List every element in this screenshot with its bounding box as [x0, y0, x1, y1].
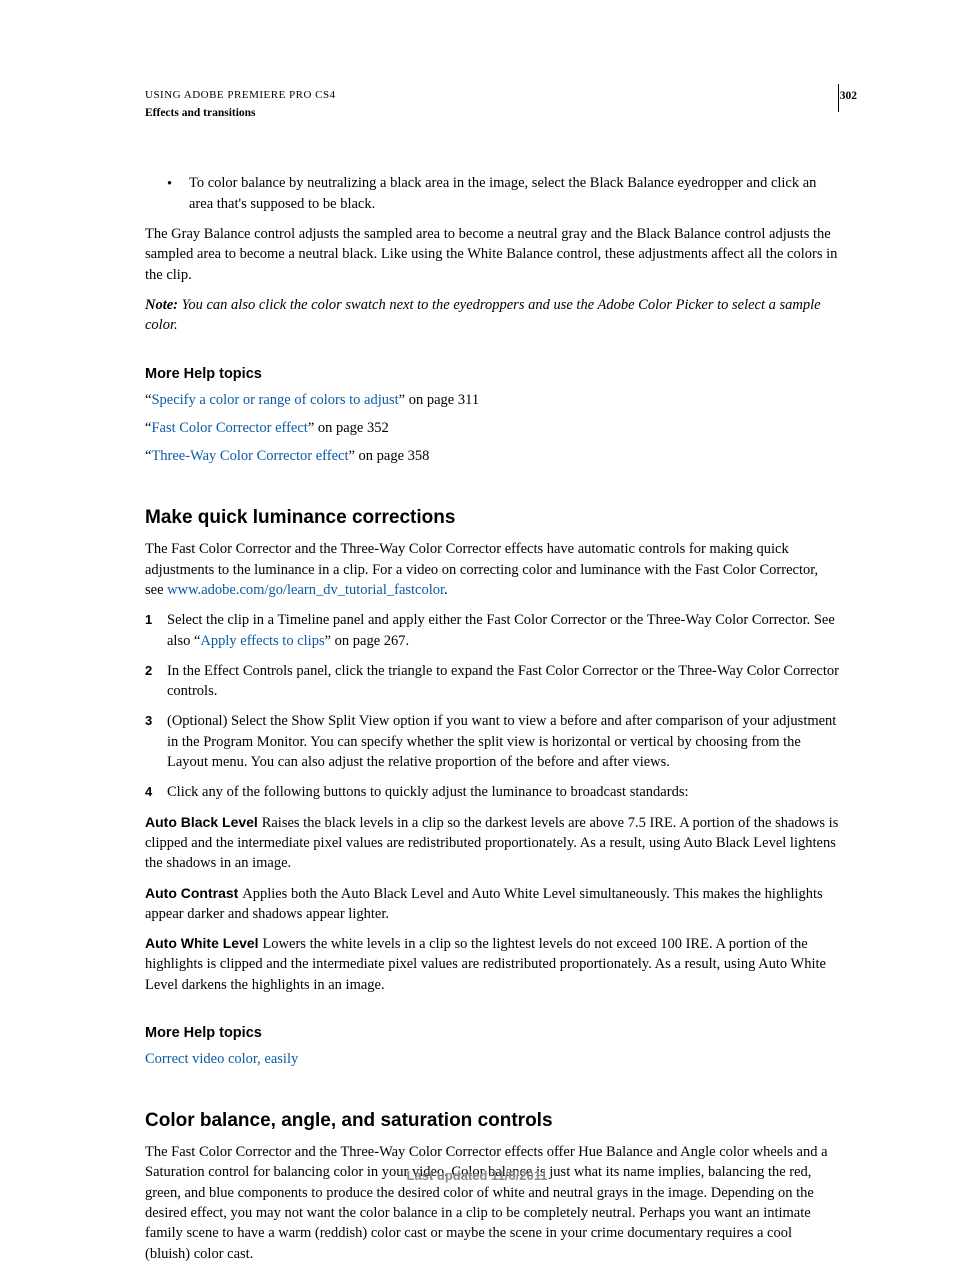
section-paragraph: The Fast Color Corrector and the Three-W…: [145, 1142, 839, 1264]
definition-auto-contrast: Auto Contrast Applies both the Auto Blac…: [145, 884, 839, 925]
note-paragraph: Note: You can also click the color swatc…: [145, 295, 839, 336]
help-suffix: on page 358: [355, 448, 430, 464]
step1-b: ” on page 267.: [325, 633, 410, 649]
tutorial-link[interactable]: www.adobe.com/go/learn_dv_tutorial_fastc…: [167, 582, 444, 598]
page-header: USING ADOBE PREMIERE PRO CS4 Effects and…: [145, 88, 839, 121]
step-number: 2: [145, 661, 167, 702]
help-ref: Correct video color, easily: [145, 1049, 839, 1069]
term-auto-contrast: Auto Contrast: [145, 885, 242, 901]
help-link-fast-color[interactable]: Fast Color Corrector effect: [151, 420, 307, 436]
help-suffix: on page 311: [405, 392, 479, 408]
help-ref: “Fast Color Corrector effect” on page 35…: [145, 418, 839, 438]
step-text: (Optional) Select the Show Split View op…: [167, 711, 839, 772]
step-text: Select the clip in a Timeline panel and …: [167, 610, 839, 651]
help-link-specify-color[interactable]: Specify a color or range of colors to ad…: [151, 392, 398, 408]
note-label: Note:: [145, 297, 182, 313]
help-ref: “Specify a color or range of colors to a…: [145, 390, 839, 410]
header-rule: [838, 84, 839, 112]
bullet-marker: •: [167, 173, 189, 214]
help-suffix: on page 352: [314, 420, 389, 436]
bullet-list-item: • To color balance by neutralizing a bla…: [145, 173, 839, 214]
help-link-three-way[interactable]: Three-Way Color Corrector effect: [151, 448, 348, 464]
note-text: You can also click the color swatch next…: [145, 297, 821, 333]
page-footer: Last updated 11/6/2011: [0, 1167, 954, 1185]
section-heading-luminance: Make quick luminance corrections: [145, 505, 839, 532]
step-number: 3: [145, 711, 167, 772]
page-content: USING ADOBE PREMIERE PRO CS4 Effects and…: [0, 0, 954, 1264]
term-auto-white: Auto White Level: [145, 935, 262, 951]
step-item: 1 Select the clip in a Timeline panel an…: [145, 610, 839, 651]
section-intro: The Fast Color Corrector and the Three-W…: [145, 539, 839, 600]
term-auto-black: Auto Black Level: [145, 814, 262, 830]
section-heading-color-balance: Color balance, angle, and saturation con…: [145, 1108, 839, 1135]
help-ref: “Three-Way Color Corrector effect” on pa…: [145, 446, 839, 466]
page-number: 302: [840, 88, 857, 104]
def-text: Applies both the Auto Black Level and Au…: [145, 886, 823, 922]
apply-effects-link[interactable]: Apply effects to clips: [200, 633, 324, 649]
step-item: 2 In the Effect Controls panel, click th…: [145, 661, 839, 702]
step-number: 1: [145, 610, 167, 651]
more-help-heading: More Help topics: [145, 364, 839, 384]
step-text: In the Effect Controls panel, click the …: [167, 661, 839, 702]
step-text: Click any of the following buttons to qu…: [167, 782, 839, 802]
definition-auto-black: Auto Black Level Raises the black levels…: [145, 813, 839, 874]
body-paragraph: The Gray Balance control adjusts the sam…: [145, 224, 839, 285]
definition-auto-white: Auto White Level Lowers the white levels…: [145, 934, 839, 995]
intro-text-b: .: [444, 582, 448, 598]
help-link-correct-video[interactable]: Correct video color, easily: [145, 1051, 298, 1067]
chapter-title: Effects and transitions: [145, 105, 839, 121]
step-item: 3 (Optional) Select the Show Split View …: [145, 711, 839, 772]
step-item: 4 Click any of the following buttons to …: [145, 782, 839, 802]
step-number: 4: [145, 782, 167, 802]
more-help-heading: More Help topics: [145, 1023, 839, 1043]
document-title: USING ADOBE PREMIERE PRO CS4: [145, 88, 839, 103]
bullet-text: To color balance by neutralizing a black…: [189, 173, 839, 214]
